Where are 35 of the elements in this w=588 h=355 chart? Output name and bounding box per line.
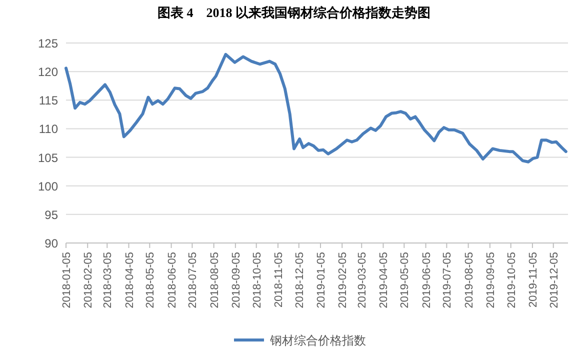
- x-tick-label: 2018-05-05: [144, 252, 157, 308]
- x-tick-label: 2019-01-05: [315, 252, 328, 308]
- x-tick-label: 2018-11-05: [272, 252, 285, 308]
- chart-title: 图表 4 2018 以来我国钢材综合价格指数走势图: [158, 5, 430, 20]
- line-series: [64, 52, 568, 164]
- y-tick-label: 105: [38, 150, 58, 165]
- x-tick-label: 2018-09-05: [230, 252, 242, 308]
- y-tick-label: 100: [38, 179, 58, 194]
- x-tick-label: 2018-07-05: [187, 252, 200, 308]
- x-tick-label: 2018-08-05: [208, 252, 221, 308]
- x-tick-label: 2019-09-05: [484, 252, 497, 308]
- x-tick-label: 2018-06-05: [166, 252, 178, 308]
- x-tick-label: 2019-02-05: [337, 252, 350, 308]
- legend-label: 钢材综合价格指数: [269, 334, 366, 348]
- x-tick-label: 2019-10-05: [506, 252, 518, 308]
- x-tick-label: 2018-01-05: [61, 252, 73, 308]
- x-tick-label: 2019-11-05: [527, 252, 540, 308]
- y-tick-label: 110: [38, 122, 58, 136]
- y-tick-label: 120: [38, 65, 58, 80]
- x-tick-label: 2019-08-05: [463, 252, 476, 308]
- x-tick-label: 2019-12-05: [548, 252, 560, 308]
- x-tick-label: 2018-02-05: [82, 252, 95, 308]
- x-tick-label: 2018-12-05: [294, 252, 306, 308]
- x-tick-label: 2019-04-05: [378, 252, 390, 308]
- x-tick-label: 2018-04-05: [124, 252, 136, 308]
- x-tick-label: 2019-07-05: [442, 252, 454, 308]
- x-tick-label: 2019-06-05: [420, 252, 433, 308]
- x-tick-label: 2019-03-05: [356, 252, 369, 308]
- y-tick-label: 95: [44, 208, 58, 222]
- y-tick-label: 90: [44, 236, 58, 250]
- y-tick-label: 125: [38, 36, 58, 50]
- y-tick-label: 115: [38, 94, 58, 108]
- x-tick-label: 2018-03-05: [102, 252, 114, 308]
- x-tick-label: 2018-10-05: [251, 252, 264, 308]
- x-tick-label: 2019-05-05: [399, 252, 412, 308]
